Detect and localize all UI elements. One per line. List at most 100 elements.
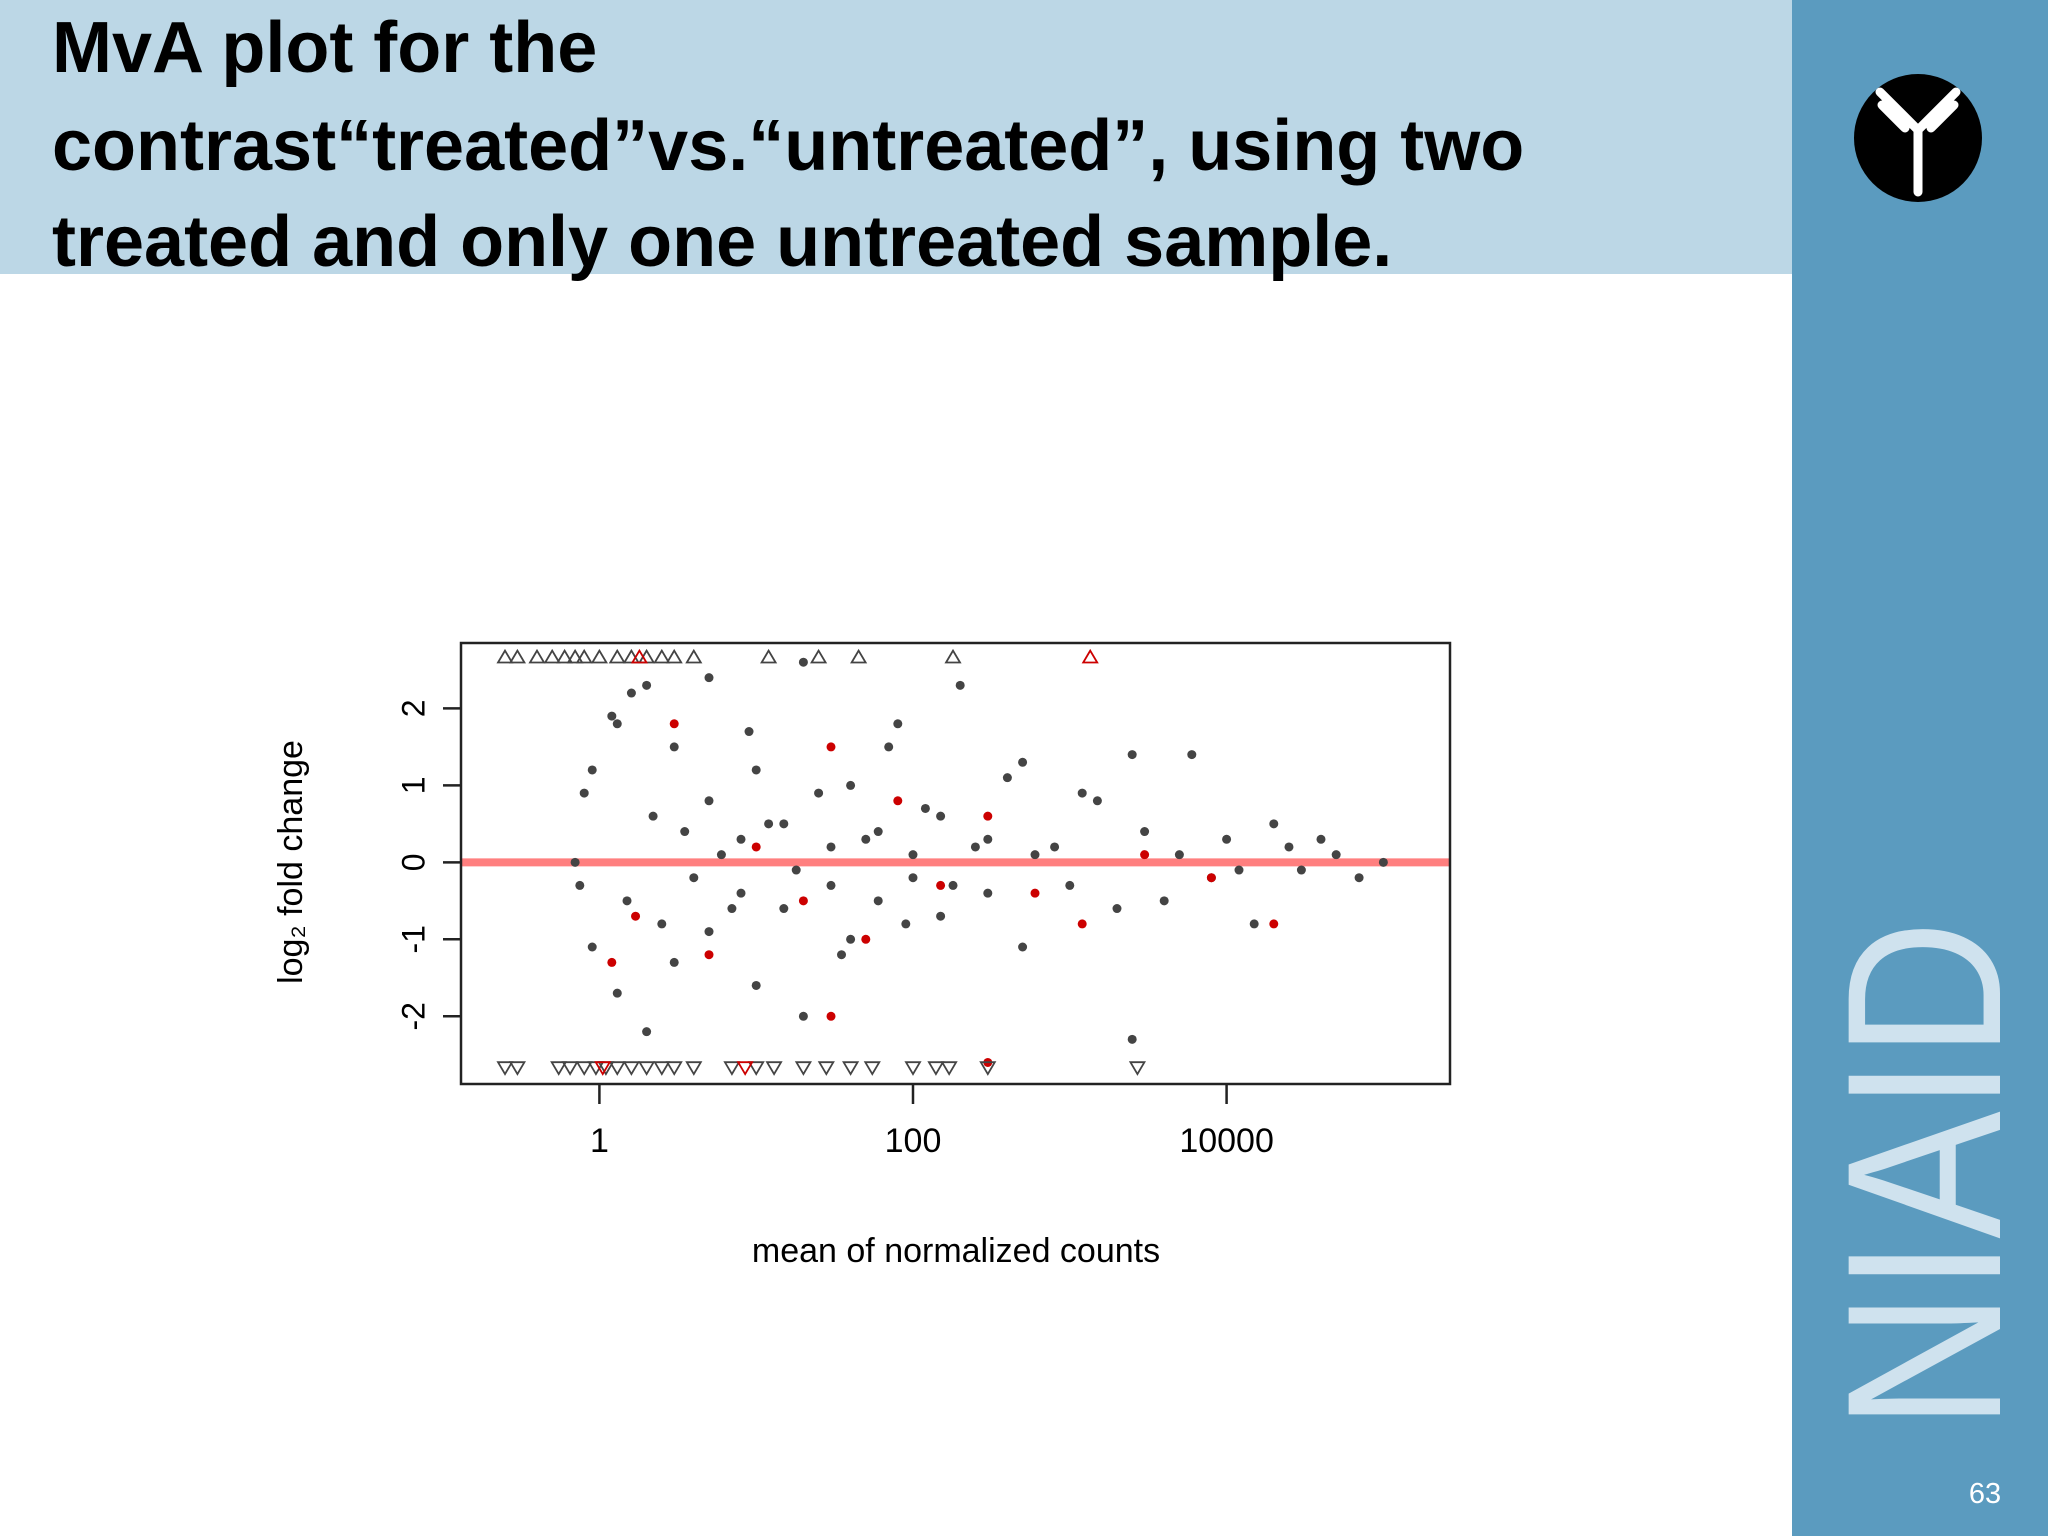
title-line: treated and only one untreated sample.: [52, 202, 1392, 282]
point: [1206, 873, 1216, 883]
point: [626, 688, 636, 698]
clipped-point: [685, 1061, 703, 1076]
point: [798, 896, 808, 906]
point: [798, 1011, 808, 1021]
clipped-point: [550, 1061, 568, 1076]
point: [744, 727, 754, 737]
point: [779, 819, 789, 829]
clipped-point: [842, 1061, 860, 1076]
point: [779, 904, 789, 914]
point: [587, 942, 597, 952]
point: [736, 888, 746, 898]
clipped-point: [747, 1061, 765, 1076]
point: [727, 904, 737, 914]
clipped-point: [736, 1061, 754, 1076]
point: [1030, 888, 1040, 898]
point: [983, 811, 993, 821]
point: [936, 811, 946, 821]
point: [575, 880, 585, 890]
clipped-point: [561, 1061, 579, 1076]
point: [970, 842, 980, 852]
point: [826, 842, 836, 852]
clipped-point: [940, 1061, 958, 1076]
point: [983, 888, 993, 898]
point: [1030, 850, 1040, 860]
point: [1269, 919, 1279, 929]
point: [579, 788, 589, 798]
clipped-point: [927, 1061, 945, 1076]
clipped-point: [904, 1061, 922, 1076]
point: [846, 934, 856, 944]
clipped-point: [630, 648, 649, 664]
point: [704, 673, 714, 683]
point: [1284, 842, 1294, 852]
point: [587, 765, 597, 775]
clipped-point: [566, 648, 584, 664]
point: [607, 711, 617, 721]
clipped-point: [638, 648, 656, 664]
point: [846, 780, 856, 790]
clipped-point: [863, 1061, 881, 1076]
point: [1187, 750, 1197, 760]
point: [607, 957, 617, 967]
point: [826, 1011, 836, 1021]
clipped-point: [653, 1061, 671, 1076]
point: [837, 950, 847, 960]
title-line: MvA plot for the: [52, 8, 597, 88]
point: [716, 850, 726, 860]
clipped-point: [594, 1061, 612, 1076]
page-number: 63: [1969, 1478, 2001, 1510]
x-tick-label: 1: [590, 1122, 609, 1160]
point: [1092, 796, 1102, 806]
y-tick-label: 0: [395, 853, 431, 871]
point: [1331, 850, 1341, 860]
clipped-point: [685, 648, 703, 664]
point: [704, 927, 714, 937]
point: [1065, 880, 1075, 890]
point: [1018, 757, 1028, 767]
point: [873, 827, 883, 837]
clipped-point: [653, 648, 671, 664]
point: [1127, 1034, 1137, 1044]
point: [642, 680, 652, 690]
point: [669, 742, 679, 752]
point: [764, 819, 774, 829]
y-tick-label: -2: [395, 1002, 431, 1030]
point: [893, 796, 903, 806]
clipped-point: [665, 648, 683, 664]
point: [736, 834, 746, 844]
x-tick-label: 10000: [1179, 1122, 1274, 1160]
clipped-point: [944, 648, 962, 664]
point: [884, 742, 894, 752]
point: [798, 657, 808, 667]
point: [826, 880, 836, 890]
clipped-point: [543, 648, 561, 664]
clipped-point: [979, 1061, 997, 1076]
point: [826, 742, 836, 752]
clipped-point: [1128, 1061, 1147, 1076]
sidebar: [1792, 0, 2048, 1536]
point: [983, 834, 993, 844]
clipped-point: [760, 648, 778, 664]
y-tick-label: -1: [395, 925, 431, 953]
point: [901, 919, 911, 929]
point: [1378, 857, 1388, 867]
clipped-point: [590, 648, 608, 664]
clipped-point: [556, 648, 574, 664]
clipped-point: [528, 648, 546, 664]
clipped-point: [638, 1061, 656, 1076]
point: [1050, 842, 1060, 852]
clipped-point: [810, 648, 828, 664]
clipped-point: [850, 648, 868, 664]
point: [814, 788, 824, 798]
point: [751, 842, 761, 852]
clipped-point: [508, 1061, 526, 1076]
point: [893, 719, 903, 729]
point: [1354, 873, 1364, 883]
point: [1140, 827, 1150, 837]
point: [1140, 850, 1150, 860]
logo-antibody: [1875, 87, 1961, 197]
x-tick-label: 100: [885, 1122, 942, 1160]
point: [648, 811, 658, 821]
point: [631, 911, 641, 921]
